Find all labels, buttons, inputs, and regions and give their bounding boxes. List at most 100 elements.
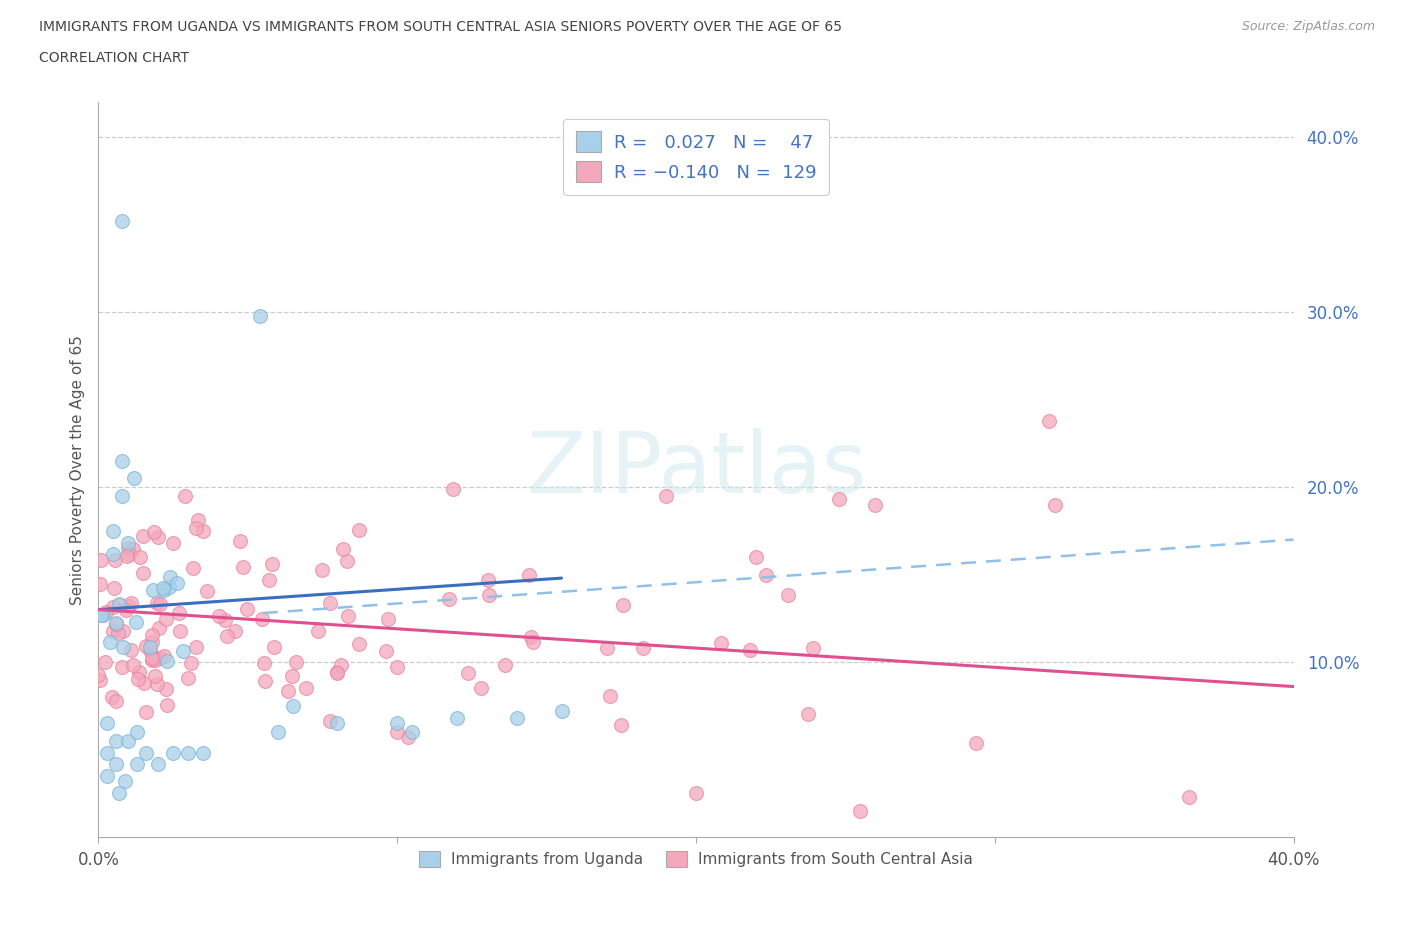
Point <box>257 573 280 588</box>
Point <box>94 604 117 619</box>
Point <box>111 488 134 503</box>
Point <box>152 583 174 598</box>
Point <box>162 536 184 551</box>
Point <box>111 640 134 655</box>
Point <box>166 575 188 590</box>
Point <box>457 666 479 681</box>
Point <box>155 611 177 626</box>
Point <box>152 580 174 595</box>
Point <box>124 471 146 485</box>
Point <box>446 711 468 725</box>
Point <box>94 654 117 669</box>
Point <box>111 454 134 469</box>
Point <box>115 603 138 618</box>
Point <box>90 608 112 623</box>
Point <box>214 613 236 628</box>
Point <box>162 746 184 761</box>
Point <box>755 567 778 582</box>
Point <box>191 524 214 538</box>
Point <box>105 616 128 631</box>
Point <box>139 643 162 658</box>
Point <box>153 648 176 663</box>
Point <box>155 654 177 669</box>
Point <box>506 711 529 725</box>
Legend: Immigrants from Uganda, Immigrants from South Central Asia: Immigrants from Uganda, Immigrants from … <box>413 845 979 873</box>
Point <box>685 786 707 801</box>
Point <box>93 607 115 622</box>
Point <box>129 550 152 565</box>
Point <box>127 724 149 739</box>
Point <box>520 630 543 644</box>
Point <box>329 658 352 672</box>
Point <box>132 528 155 543</box>
Point <box>149 596 172 611</box>
Point <box>108 597 131 612</box>
Point <box>108 597 131 612</box>
Point <box>803 640 825 655</box>
Point <box>183 561 205 576</box>
Point <box>195 584 218 599</box>
Point <box>159 569 181 584</box>
Point <box>295 681 318 696</box>
Text: Source: ZipAtlas.com: Source: ZipAtlas.com <box>1241 20 1375 33</box>
Point <box>132 675 155 690</box>
Point <box>311 563 333 578</box>
Point <box>142 582 165 597</box>
Point <box>232 560 254 575</box>
Point <box>347 637 370 652</box>
Point <box>738 643 761 658</box>
Point <box>180 656 202 671</box>
Point <box>157 579 180 594</box>
Point <box>441 482 464 497</box>
Point <box>96 768 118 783</box>
Point <box>249 308 271 323</box>
Point <box>127 671 149 686</box>
Point <box>260 557 283 572</box>
Point <box>143 669 166 684</box>
Point <box>745 550 768 565</box>
Point <box>224 624 246 639</box>
Point <box>387 724 409 739</box>
Text: ZIPatlas: ZIPatlas <box>526 428 866 512</box>
Point <box>155 682 177 697</box>
Point <box>103 524 125 538</box>
Point <box>141 634 163 649</box>
Point <box>396 730 419 745</box>
Point <box>135 704 157 719</box>
Point <box>128 665 150 680</box>
Point <box>104 552 127 567</box>
Point <box>325 664 347 679</box>
Point <box>117 734 139 749</box>
Point <box>89 577 111 591</box>
Point <box>281 698 304 713</box>
Point <box>437 592 460 607</box>
Point <box>117 536 139 551</box>
Point <box>101 600 124 615</box>
Point <box>318 713 340 728</box>
Point <box>347 523 370 538</box>
Point <box>114 774 136 789</box>
Point <box>610 717 633 732</box>
Point <box>865 498 887 512</box>
Point <box>596 641 619 656</box>
Point <box>965 736 987 751</box>
Point <box>135 746 157 761</box>
Point <box>118 547 141 562</box>
Point <box>326 716 349 731</box>
Point <box>655 488 678 503</box>
Point <box>105 756 128 771</box>
Point <box>1178 790 1201 804</box>
Point <box>207 609 229 624</box>
Text: CORRELATION CHART: CORRELATION CHART <box>39 51 190 65</box>
Point <box>477 572 499 587</box>
Point <box>107 625 129 640</box>
Point <box>177 746 200 761</box>
Point <box>139 640 162 655</box>
Point <box>250 612 273 627</box>
Point <box>89 672 111 687</box>
Point <box>307 623 329 638</box>
Point <box>336 608 359 623</box>
Point <box>377 612 399 627</box>
Point <box>186 521 208 536</box>
Point <box>184 639 207 654</box>
